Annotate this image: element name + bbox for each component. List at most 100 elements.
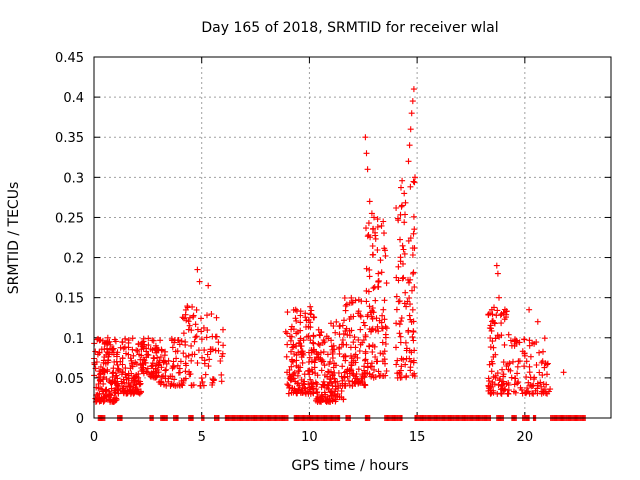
data-point xyxy=(366,343,373,350)
data-point xyxy=(409,306,416,313)
data-point xyxy=(302,385,309,392)
data-point xyxy=(150,337,157,344)
data-point xyxy=(190,381,197,388)
data-point xyxy=(219,353,226,360)
data-point xyxy=(402,339,409,346)
data-point xyxy=(355,336,362,343)
data-point xyxy=(407,358,414,365)
data-point xyxy=(139,360,146,367)
data-point xyxy=(307,376,314,383)
data-point xyxy=(297,343,304,350)
data-point xyxy=(486,361,493,368)
data-point xyxy=(381,297,388,304)
data-point xyxy=(139,343,146,350)
data-point xyxy=(284,369,290,376)
data-point xyxy=(122,335,129,342)
data-point xyxy=(497,312,504,319)
data-point xyxy=(382,252,389,259)
data-point xyxy=(521,336,528,343)
data-point xyxy=(185,352,192,359)
data-point xyxy=(101,341,108,348)
data-point xyxy=(410,178,417,185)
data-point xyxy=(544,371,550,378)
data-point xyxy=(129,363,136,370)
data-point xyxy=(313,381,320,388)
data-point xyxy=(406,295,413,301)
data-point xyxy=(355,379,362,386)
data-point xyxy=(169,344,176,351)
data-point xyxy=(118,378,125,385)
data-point xyxy=(407,367,414,374)
data-point xyxy=(379,312,386,319)
data-point xyxy=(396,370,403,377)
data-point xyxy=(534,318,541,325)
data-point xyxy=(308,307,315,314)
data-point xyxy=(369,363,375,370)
data-point xyxy=(146,371,153,378)
data-point xyxy=(488,368,495,375)
data-point xyxy=(533,362,540,368)
y-tick-label: 0 xyxy=(76,412,84,427)
data-point xyxy=(515,379,522,386)
data-point xyxy=(102,387,109,394)
data-point xyxy=(341,369,348,376)
data-point xyxy=(140,335,147,342)
data-point xyxy=(411,347,418,354)
data-point xyxy=(398,184,404,191)
data-point xyxy=(169,363,176,369)
data-point xyxy=(111,359,118,365)
data-point xyxy=(111,387,118,394)
data-point xyxy=(122,371,129,378)
data-point xyxy=(213,314,220,321)
data-point xyxy=(352,344,359,351)
data-point xyxy=(321,372,328,378)
data-point xyxy=(522,389,528,396)
y-tick-label: 0.25 xyxy=(55,211,84,226)
data-point xyxy=(526,369,533,376)
data-point xyxy=(544,361,550,368)
data-point xyxy=(204,351,211,358)
data-point xyxy=(144,351,151,358)
data-point xyxy=(109,349,115,356)
data-point xyxy=(147,346,154,352)
data-point xyxy=(400,260,406,267)
data-point xyxy=(345,377,352,384)
data-point xyxy=(364,233,371,240)
data-point xyxy=(323,398,330,405)
data-point xyxy=(375,328,382,335)
data-point xyxy=(405,327,412,334)
data-point xyxy=(117,344,124,351)
data-point xyxy=(133,360,140,367)
data-point xyxy=(513,340,520,347)
data-point xyxy=(114,349,121,356)
data-point xyxy=(368,210,375,217)
data-point xyxy=(187,371,194,377)
data-point xyxy=(158,364,165,371)
data-point xyxy=(194,326,201,333)
data-point xyxy=(192,334,199,341)
data-point xyxy=(284,381,291,388)
data-point xyxy=(528,383,535,390)
data-point xyxy=(410,213,417,220)
data-point xyxy=(369,372,376,378)
data-point xyxy=(374,216,381,223)
data-point xyxy=(398,318,404,325)
data-point xyxy=(337,322,344,329)
data-point xyxy=(328,388,335,395)
data-point xyxy=(294,380,301,387)
data-point xyxy=(525,379,532,386)
data-point xyxy=(361,374,368,381)
data-point xyxy=(134,347,141,354)
data-point xyxy=(152,342,159,349)
data-point xyxy=(379,339,386,346)
data-point xyxy=(497,376,503,382)
data-point xyxy=(285,382,292,389)
data-point xyxy=(288,326,295,333)
data-point xyxy=(362,382,368,389)
data-point xyxy=(318,398,325,405)
data-point xyxy=(186,314,193,321)
data-point xyxy=(115,390,122,397)
data-point xyxy=(347,313,354,320)
data-point xyxy=(308,358,315,365)
